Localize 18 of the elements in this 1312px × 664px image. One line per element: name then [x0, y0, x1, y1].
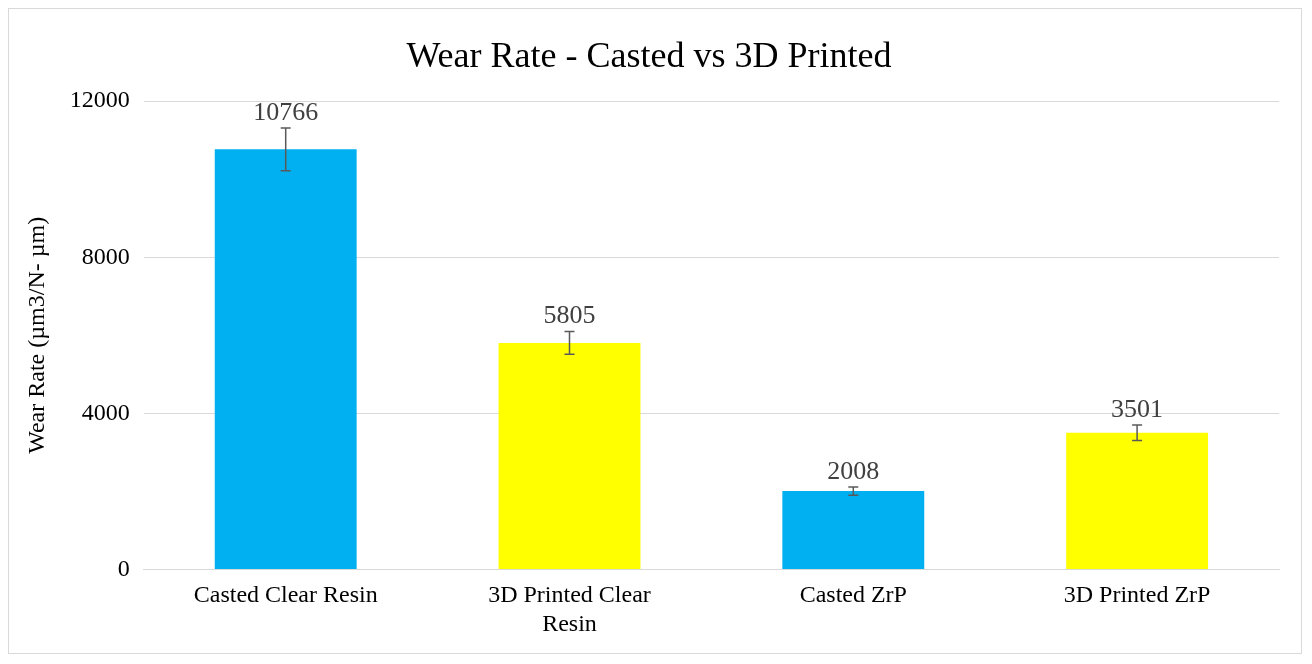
- x-tick-label: 3D Printed ZrP: [1063, 581, 1211, 608]
- y-tick-label: 4000: [81, 398, 130, 425]
- x-tick-label: Casted ZrP: [799, 581, 907, 608]
- x-tick-label: 3D Printed Clear Resin: [488, 581, 651, 636]
- data-label: 10766: [253, 96, 319, 126]
- x-tick-label: Casted Clear Resin: [193, 581, 378, 608]
- y-tick-label: 0: [117, 554, 130, 581]
- bar: [782, 491, 925, 569]
- data-label: 2008: [827, 455, 880, 485]
- y-tick-label: 12000: [69, 86, 130, 113]
- data-label: 5805: [543, 300, 596, 330]
- data-label: 3501: [1111, 393, 1164, 423]
- y-axis-title: Wear Rate (µm3/N- µm): [22, 216, 49, 454]
- bar: [214, 149, 357, 569]
- chart-title: Wear Rate - Casted vs 3D Printed: [406, 35, 892, 76]
- bar: [1066, 432, 1209, 569]
- bar: [498, 342, 641, 569]
- y-tick-label: 8000: [81, 242, 130, 269]
